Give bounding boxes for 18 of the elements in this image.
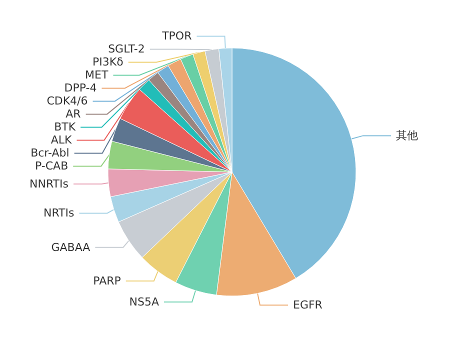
- slice-label: AR: [66, 108, 82, 121]
- slice-label: NRTIs: [43, 206, 74, 220]
- slice-label: SGLT-2: [108, 42, 145, 56]
- slice-label: CDK4/6: [46, 94, 88, 108]
- slice-label: PI3Kδ: [92, 56, 124, 69]
- slice-label: ALK: [50, 134, 73, 147]
- slice-label: PARP: [93, 274, 122, 288]
- slice-label: TPOR: [161, 30, 192, 43]
- slice-label: 其他: [396, 129, 418, 142]
- slice-label: Bcr-Abl: [30, 146, 70, 160]
- slice-label: P-CAB: [35, 160, 68, 173]
- slice-label: NNRTIs: [30, 177, 69, 190]
- slice-label: DPP-4: [64, 82, 97, 95]
- slice-label: BTK: [54, 120, 76, 134]
- slice-label: NS5A: [129, 295, 160, 308]
- slice-label: MET: [85, 68, 108, 82]
- slice-label: EGFR: [292, 298, 323, 312]
- slice-label: GABAA: [51, 240, 91, 254]
